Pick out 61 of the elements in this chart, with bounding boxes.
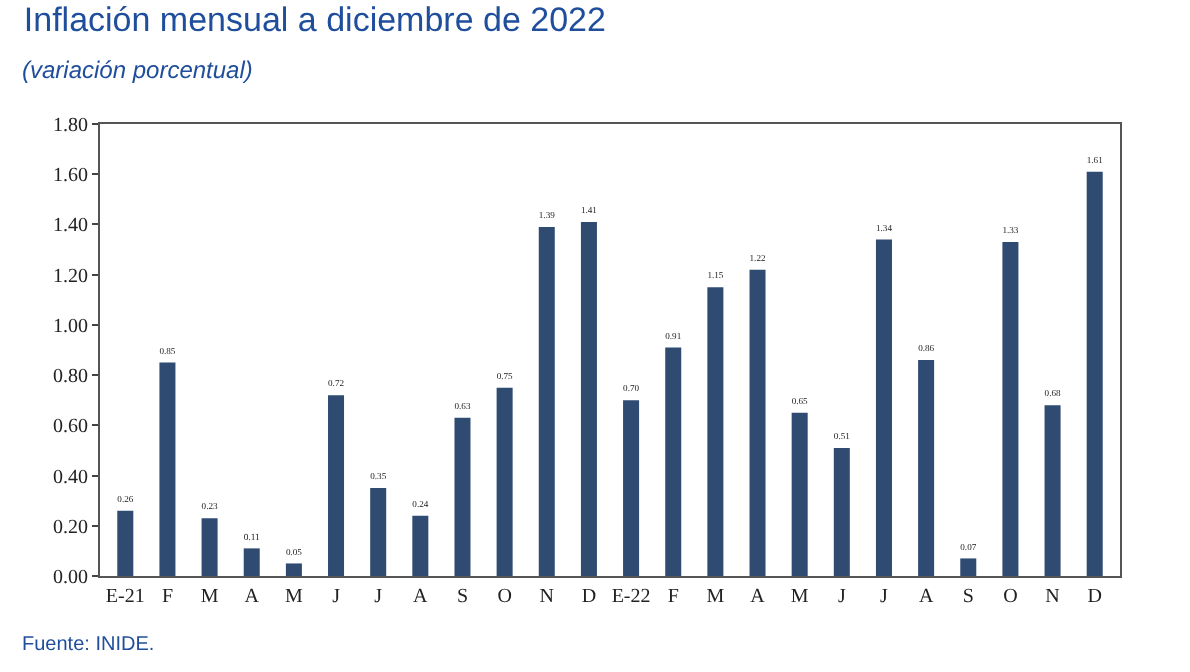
- y-tick-label: 0.20: [53, 516, 88, 539]
- bar: [707, 287, 724, 576]
- x-tick-label: F: [161, 586, 174, 608]
- x-tick-label: N: [539, 586, 555, 608]
- x-tick-label: E-21: [105, 586, 145, 608]
- x-tick-label: J: [332, 586, 341, 608]
- x-tick-label: O: [1003, 586, 1018, 608]
- bar: [201, 518, 218, 576]
- bar: [960, 558, 977, 576]
- bar: [285, 563, 302, 576]
- chart-subtitle: (variación porcentual): [22, 56, 253, 84]
- chart-title: Inflación mensual a diciembre de 2022: [23, 0, 606, 39]
- y-tick-label: 1.80: [53, 115, 88, 137]
- x-tick-label: M: [790, 586, 809, 608]
- y-tick-label: 0.80: [53, 366, 88, 389]
- bar: [580, 221, 597, 576]
- bar: [1002, 242, 1019, 576]
- x-tick-label: S: [456, 586, 469, 608]
- x-tick-label: J: [880, 586, 889, 608]
- x-tick-label: O: [497, 586, 512, 608]
- y-tick-label: 0.00: [53, 567, 88, 589]
- bar: [328, 395, 345, 576]
- y-tick-label: 0.40: [53, 466, 88, 489]
- x-tick-label: M: [284, 586, 303, 608]
- bar: [117, 510, 134, 576]
- y-tick-label: 1.60: [53, 165, 88, 188]
- bar: [1086, 171, 1103, 576]
- bar: [412, 515, 429, 576]
- bar: [875, 239, 892, 576]
- x-tick-label: A: [750, 586, 767, 608]
- x-tick-label: D: [581, 586, 597, 608]
- x-tick-label: A: [918, 586, 935, 608]
- x-tick-label: N: [1045, 586, 1060, 608]
- bar: [749, 269, 766, 576]
- bar: [370, 488, 387, 576]
- bar: [538, 226, 555, 576]
- bar: [623, 400, 640, 576]
- x-tick-label: E-22: [611, 586, 651, 608]
- y-tick-label: 0.60: [53, 416, 88, 439]
- bar: [833, 447, 850, 576]
- y-tick-label: 1.40: [53, 215, 88, 238]
- x-tick-label: S: [962, 586, 974, 608]
- y-tick-label: 1.00: [53, 315, 88, 338]
- x-tick-label: D: [1087, 586, 1102, 608]
- x-tick-label: M: [706, 586, 725, 608]
- bar: [243, 548, 260, 576]
- bar: [496, 387, 513, 576]
- bar: [791, 412, 808, 576]
- bar: [454, 417, 471, 576]
- x-tick-label: A: [244, 586, 261, 608]
- bar: [665, 347, 682, 576]
- y-tick-label: 1.20: [53, 265, 88, 288]
- x-tick-label: J: [374, 586, 383, 608]
- x-tick-label: F: [667, 586, 680, 608]
- x-tick-label: J: [837, 586, 846, 608]
- bar: [1044, 405, 1061, 576]
- x-tick-label: M: [200, 586, 219, 608]
- bar: [918, 360, 935, 576]
- bar: [159, 362, 176, 576]
- x-tick-label: A: [413, 586, 430, 608]
- source-note: Fuente: INIDE.: [22, 634, 155, 656]
